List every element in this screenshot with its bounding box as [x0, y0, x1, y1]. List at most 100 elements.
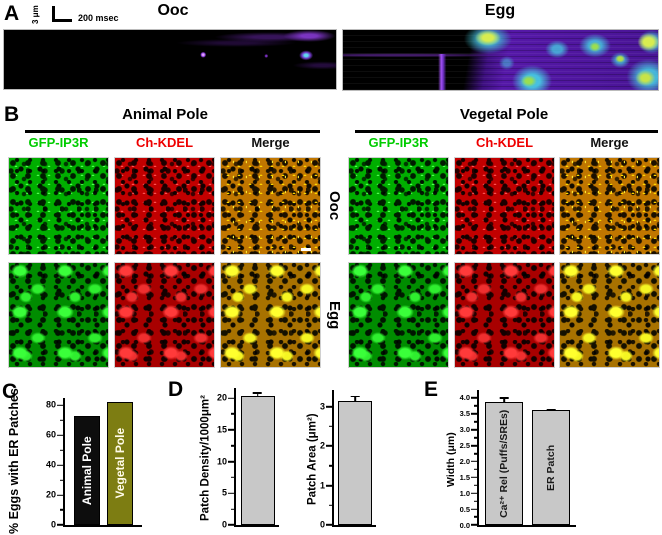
- micro-image-vegetal-ooc-merge: [559, 157, 660, 255]
- bar: [338, 395, 372, 525]
- row-label-ooc: Ooc: [326, 191, 343, 221]
- panel-a-label: A: [4, 2, 20, 25]
- major-tick: [326, 524, 332, 526]
- tick-label: 1.5: [459, 472, 470, 482]
- micro-image-animal-ooc-kdel: [114, 157, 215, 255]
- tick-label: 15: [216, 424, 227, 435]
- major-tick: [57, 464, 63, 467]
- minor-tick: [329, 425, 333, 428]
- vegetal-pole-underline: [355, 130, 658, 133]
- minor-tick: [231, 444, 235, 447]
- bar: Vegetal Pole: [107, 402, 133, 525]
- animal-pole-underline: [25, 130, 320, 133]
- error-bar: [550, 409, 552, 412]
- tick-label: 20: [216, 392, 227, 403]
- error-bar: [354, 395, 356, 402]
- channel-label-merge: Merge: [251, 135, 290, 150]
- major-tick: [471, 524, 477, 526]
- tick-label: 0: [50, 519, 56, 530]
- major-tick: [228, 492, 234, 495]
- tick-label: 40: [45, 459, 56, 470]
- width-chart: Width (μm) Ca²⁺ Rel (Puffs/SREs) ER Patch…: [420, 378, 582, 533]
- major-tick: [471, 444, 477, 447]
- tick-label: 3.0: [459, 424, 470, 434]
- micro-scale-bar: [301, 248, 311, 251]
- micro-image-animal-ooc-merge: [220, 157, 321, 255]
- bar-label: ER Patch: [545, 444, 557, 491]
- minor-tick: [329, 465, 333, 467]
- major-tick: [471, 476, 477, 479]
- minor-tick: [474, 405, 478, 407]
- tick-label: 0: [319, 519, 325, 530]
- kymograph-egg-title: Egg: [484, 2, 516, 19]
- minor-tick: [474, 484, 478, 487]
- scale-bar-vertical-label: 3 μm: [31, 5, 40, 25]
- er-patches-y-axis-label: % Eggs with ER Patches: [7, 388, 21, 535]
- error-bar: [256, 392, 259, 397]
- panel-c-label: C: [2, 380, 18, 403]
- minor-tick: [474, 516, 478, 518]
- bar-label: Ca²⁺ Rel (Puffs/SREs): [498, 409, 510, 518]
- micro-image-vegetal-egg-merge: [559, 262, 660, 368]
- channel-label-gfp-ip3r: GFP-IP3R: [28, 135, 89, 150]
- er-patches-plot-area: Animal Pole Vegetal Pole 0 20 40 60 80: [46, 398, 142, 529]
- major-tick: [228, 429, 234, 431]
- major-tick: [228, 524, 234, 526]
- minor-tick: [60, 509, 64, 511]
- panel-d-label: D: [168, 378, 184, 401]
- micro-image-vegetal-ooc-gfp: [348, 157, 449, 255]
- panel-b-label: B: [4, 103, 20, 126]
- channel-label-ch-kdel: Ch-KDEL: [135, 135, 194, 150]
- channel-label-gfp-ip3r: GFP-IP3R: [368, 135, 429, 150]
- minor-tick: [474, 468, 478, 471]
- tick-label: 80: [45, 399, 56, 410]
- micro-image-animal-egg-gfp: [8, 262, 109, 368]
- minor-tick: [474, 500, 478, 502]
- micro-image-animal-ooc-gfp: [8, 157, 109, 255]
- tick-label: 0.0: [459, 520, 470, 530]
- bar: [240, 392, 275, 525]
- tick-label: 60: [45, 429, 56, 440]
- error-bar: [503, 397, 505, 404]
- tick-label: 2.5: [459, 440, 470, 450]
- major-tick: [471, 428, 477, 431]
- minor-tick: [60, 479, 64, 481]
- major-tick: [57, 434, 63, 437]
- scale-bar-horizontal-label: 200 msec: [78, 13, 119, 23]
- minor-tick: [60, 419, 64, 422]
- minor-tick: [474, 420, 478, 423]
- tick-label: 2.0: [459, 456, 470, 466]
- micro-image-animal-egg-kdel: [114, 262, 215, 368]
- tick-label: 10: [216, 456, 227, 467]
- bar: Animal Pole: [74, 415, 100, 525]
- minor-tick: [231, 413, 235, 415]
- major-tick: [326, 484, 332, 487]
- channel-label-ch-kdel: Ch-KDEL: [475, 135, 534, 150]
- kymograph-ooc-image: [3, 29, 337, 90]
- width-y-axis-label: Width (μm): [445, 432, 457, 487]
- micro-image-vegetal-ooc-kdel: [454, 157, 555, 255]
- bar-label: Vegetal Pole: [113, 428, 127, 500]
- major-tick: [471, 413, 477, 415]
- patch-area-chart: Patch Area (μm²) 0 1 2 3: [293, 378, 381, 533]
- micro-image-animal-egg-merge: [220, 262, 321, 368]
- bar: ER Patch: [532, 409, 570, 525]
- major-tick: [326, 445, 332, 447]
- patch-density-chart: Patch Density/1000μm² 0 5 10 15 20: [165, 378, 283, 533]
- major-tick: [471, 492, 477, 495]
- tick-label: 2: [319, 440, 325, 451]
- tick-label: 3: [319, 401, 325, 412]
- minor-tick: [474, 452, 478, 455]
- minor-tick: [474, 436, 478, 439]
- major-tick: [228, 397, 234, 399]
- tick-label: 20: [45, 489, 56, 500]
- panel-e-label: E: [424, 378, 439, 401]
- row-label-egg: Egg: [326, 300, 343, 330]
- bar: Ca²⁺ Rel (Puffs/SREs): [485, 397, 523, 525]
- major-tick: [228, 460, 234, 463]
- patch-area-y-axis-label: Patch Area (μm²): [306, 413, 319, 506]
- tick-label: 1: [319, 480, 325, 491]
- major-tick: [471, 397, 477, 399]
- major-tick: [326, 405, 332, 408]
